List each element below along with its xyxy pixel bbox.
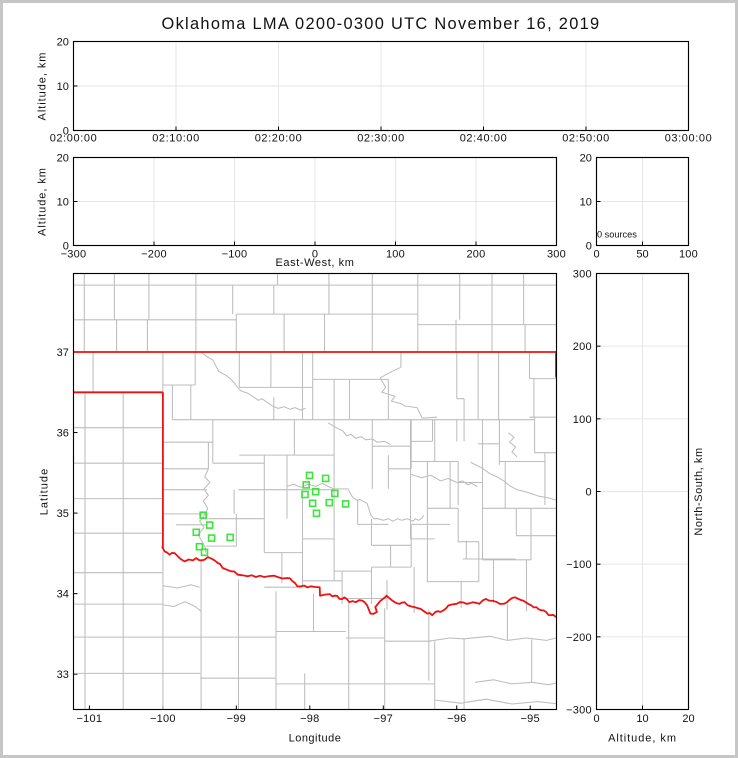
svg-text:33: 33 — [57, 669, 69, 681]
svg-text:0: 0 — [593, 248, 599, 260]
svg-text:Latitude: Latitude — [39, 468, 51, 516]
svg-text:0: 0 — [586, 487, 592, 499]
svg-text:−100: −100 — [150, 713, 176, 725]
svg-text:−99: −99 — [227, 713, 246, 725]
svg-text:−98: −98 — [300, 713, 319, 725]
svg-text:Longitude: Longitude — [289, 733, 342, 745]
svg-text:10: 10 — [57, 197, 69, 209]
svg-text:34: 34 — [57, 589, 69, 601]
svg-text:20: 20 — [682, 713, 694, 725]
svg-text:−97: −97 — [374, 713, 393, 725]
svg-text:−95: −95 — [520, 713, 539, 725]
svg-text:300: 300 — [547, 248, 566, 260]
svg-text:0 sources: 0 sources — [597, 229, 637, 239]
svg-text:300: 300 — [573, 269, 592, 281]
svg-text:100: 100 — [679, 248, 698, 260]
svg-text:20: 20 — [57, 37, 69, 49]
svg-text:10: 10 — [636, 713, 648, 725]
svg-text:35: 35 — [57, 508, 69, 520]
svg-text:−100: −100 — [566, 559, 592, 571]
svg-text:North-South, km: North-South, km — [693, 447, 705, 535]
svg-text:−101: −101 — [77, 713, 103, 725]
svg-text:36: 36 — [57, 428, 69, 440]
svg-text:02:20:00: 02:20:00 — [255, 133, 303, 145]
svg-text:20: 20 — [580, 153, 592, 165]
svg-text:03:00:00: 03:00:00 — [665, 133, 713, 145]
svg-text:10: 10 — [580, 197, 592, 209]
svg-text:−300: −300 — [61, 248, 87, 260]
svg-text:Oklahoma LMA 0200-0300 UTC Nov: Oklahoma LMA 0200-0300 UTC November 16, … — [162, 15, 601, 33]
svg-text:Altitude, km: Altitude, km — [36, 52, 48, 121]
svg-text:20: 20 — [57, 153, 69, 165]
svg-text:0: 0 — [63, 126, 69, 138]
svg-text:02:30:00: 02:30:00 — [357, 133, 405, 145]
svg-text:−200: −200 — [566, 632, 592, 644]
svg-text:02:00:00: 02:00:00 — [50, 133, 98, 145]
svg-text:200: 200 — [573, 341, 592, 353]
svg-text:0: 0 — [63, 241, 69, 253]
svg-text:200: 200 — [466, 248, 485, 260]
svg-text:−200: −200 — [141, 248, 167, 260]
svg-text:10: 10 — [57, 81, 69, 93]
svg-text:0: 0 — [586, 241, 592, 253]
svg-text:37: 37 — [57, 347, 69, 359]
svg-text:Altitude, km: Altitude, km — [36, 167, 48, 236]
svg-text:−100: −100 — [222, 248, 248, 260]
svg-text:02:50:00: 02:50:00 — [562, 133, 610, 145]
svg-text:100: 100 — [573, 414, 592, 426]
svg-text:East-West, km: East-West, km — [275, 257, 354, 269]
svg-text:−300: −300 — [566, 705, 592, 717]
svg-text:02:40:00: 02:40:00 — [460, 133, 508, 145]
svg-text:−96: −96 — [447, 713, 466, 725]
svg-text:Altitude, km: Altitude, km — [608, 733, 677, 745]
svg-text:50: 50 — [636, 248, 648, 260]
svg-text:0: 0 — [312, 248, 318, 260]
svg-text:0: 0 — [593, 713, 599, 725]
svg-text:100: 100 — [386, 248, 405, 260]
svg-text:02:10:00: 02:10:00 — [152, 133, 200, 145]
